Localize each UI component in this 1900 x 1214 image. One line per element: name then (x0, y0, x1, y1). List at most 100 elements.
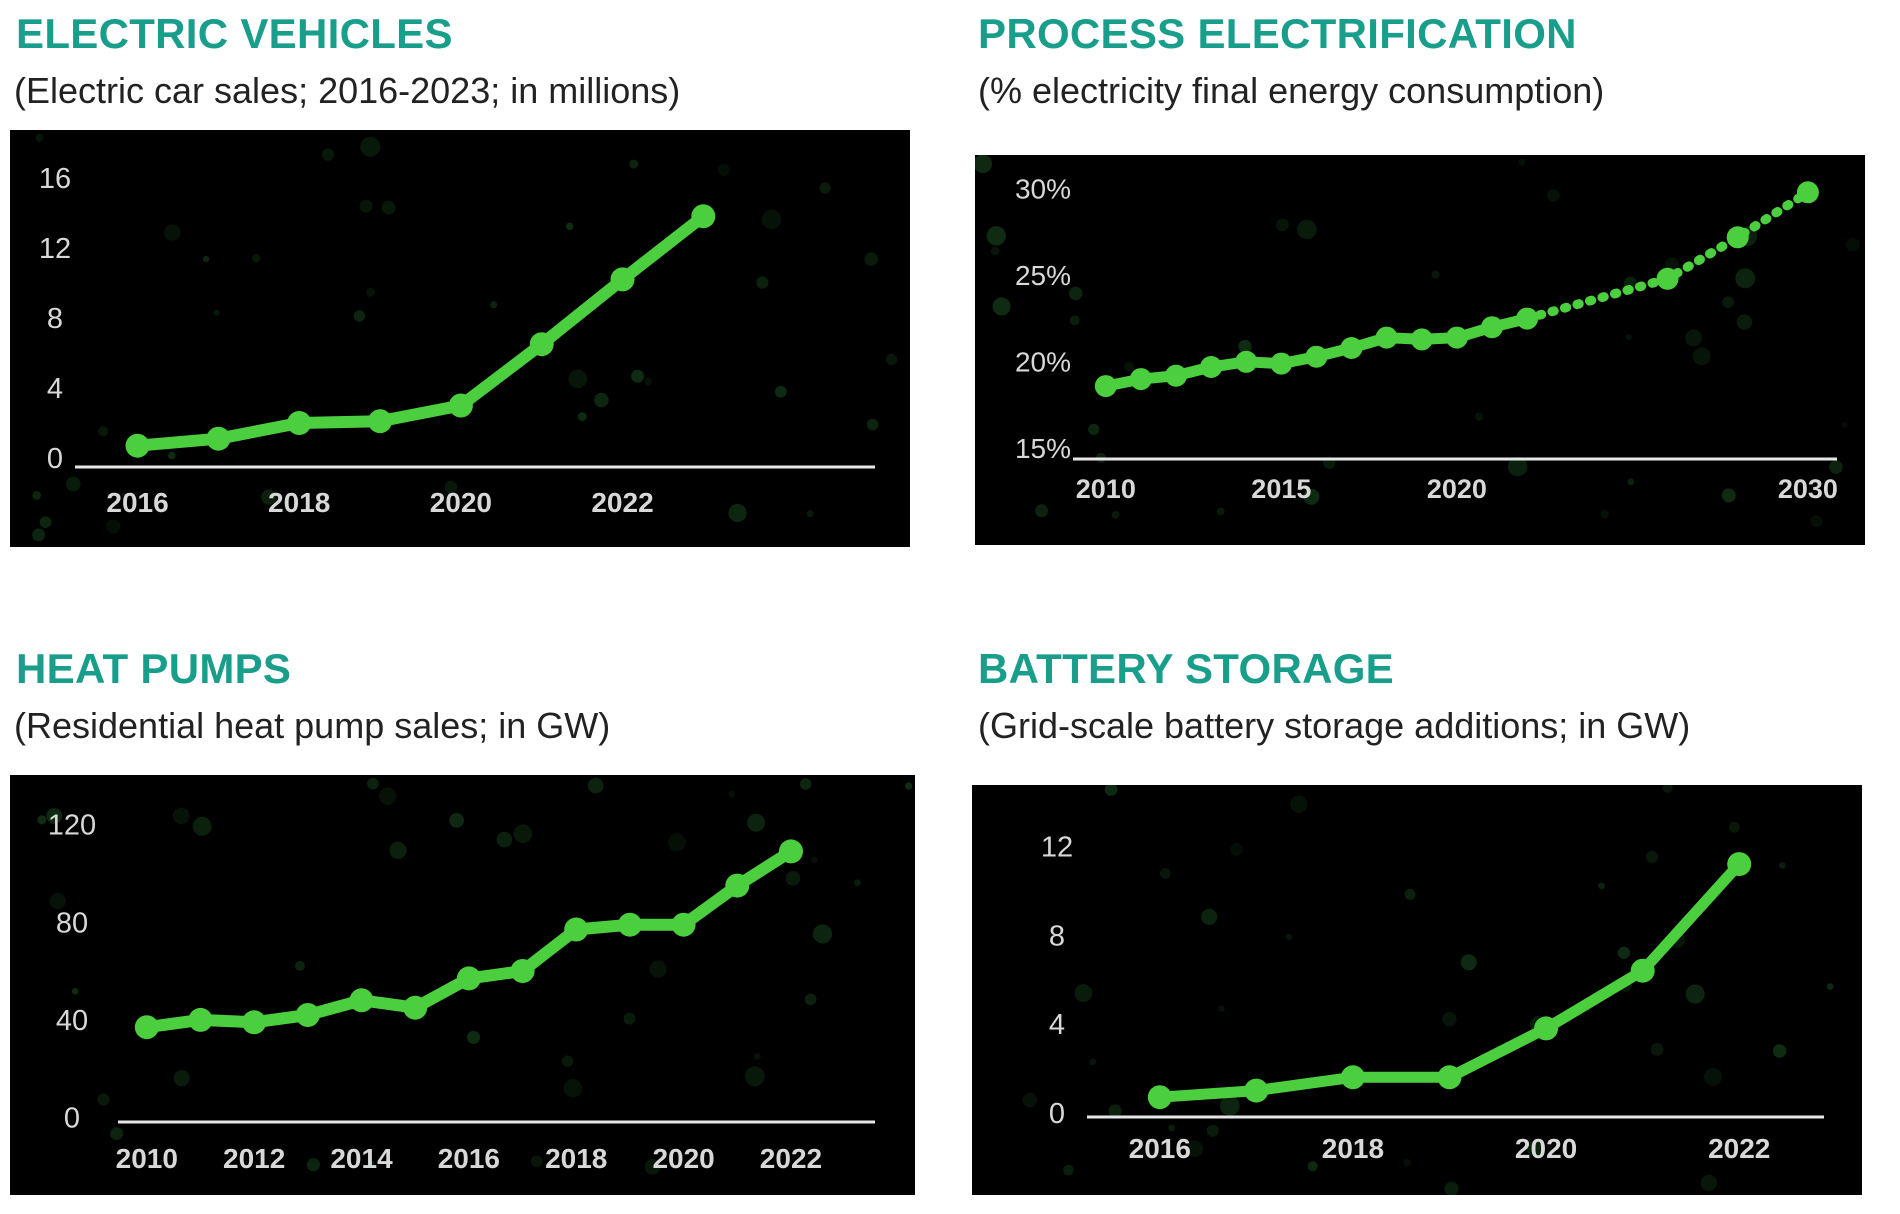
bokeh-dot (1022, 1092, 1038, 1108)
bokeh-dot (667, 833, 686, 852)
bokeh-dot (1845, 237, 1860, 252)
x-tick-label: 2015 (1251, 474, 1311, 504)
bokeh-dot (986, 226, 1006, 246)
background-bokeh (1022, 785, 1834, 1195)
data-point (1727, 852, 1752, 877)
data-point (206, 426, 231, 451)
bokeh-dot (853, 879, 861, 887)
bokeh-dot (990, 246, 1000, 256)
x-tick-label: 2022 (1708, 1133, 1770, 1164)
bokeh-dot (754, 1053, 761, 1060)
bokeh-dot (1303, 488, 1320, 505)
bokeh-dot (756, 276, 769, 289)
background-bokeh (975, 155, 1860, 527)
data-point (1534, 1016, 1559, 1041)
bokeh-dot (1404, 888, 1416, 900)
y-tick-label: 15% (1015, 433, 1071, 464)
x-tick-label: 2018 (545, 1143, 607, 1174)
bokeh-dot (72, 988, 79, 995)
projected-point (1796, 181, 1819, 204)
data-point (448, 393, 473, 418)
line-chart: 15% 20% 25% 30% 2010 2015 2020 2030 (975, 155, 1860, 527)
bokeh-dot (728, 503, 747, 523)
bokeh-dot (1829, 460, 1843, 474)
bokeh-dot (1307, 1161, 1318, 1172)
bokeh-dot (1627, 478, 1635, 486)
bokeh-dot (98, 426, 109, 437)
bokeh-dot (774, 385, 787, 398)
bokeh-dot (32, 528, 45, 542)
bokeh-dot (97, 1093, 110, 1106)
bokeh-dot (1444, 1181, 1459, 1195)
bokeh-dot (1700, 1174, 1717, 1192)
bokeh-dot (1063, 1164, 1074, 1176)
bokeh-dot (1518, 158, 1526, 166)
bokeh-dot (261, 489, 277, 505)
bokeh-dot (562, 1055, 574, 1067)
bokeh-dot (213, 309, 220, 316)
bokeh-dot (1104, 785, 1118, 796)
bokeh-dot (644, 1158, 661, 1175)
bokeh-dot (322, 148, 334, 161)
bokeh-dot (1168, 1124, 1175, 1132)
x-tick-label: 2018 (1322, 1133, 1384, 1164)
bokeh-dot (360, 136, 381, 157)
y-tick-label: 0 (1049, 1098, 1065, 1130)
chart-title: ELECTRIC VEHICLES (16, 10, 453, 57)
bokeh-dot (353, 310, 366, 322)
y-tick-label: 25% (1015, 260, 1071, 291)
bokeh-dot (1625, 334, 1632, 341)
bokeh-dot (1276, 218, 1289, 232)
bokeh-dot (366, 287, 376, 297)
bokeh-dot (46, 808, 63, 824)
bokeh-dot (1735, 268, 1756, 289)
data-point (529, 332, 554, 357)
data-point (1094, 375, 1117, 398)
bokeh-dot (747, 813, 766, 832)
bokeh-dot (173, 1070, 190, 1087)
plot-area: 0 40 80 120 2010 2012 2014 2016 2018 2020 2022 (10, 775, 915, 1195)
bokeh-dot (295, 960, 305, 971)
bokeh-dot (1206, 1124, 1219, 1137)
x-tick-label: 2022 (760, 1143, 822, 1174)
bokeh-dot (904, 782, 913, 790)
bokeh-dot (1074, 984, 1093, 1002)
chart-title: HEAT PUMPS (16, 645, 292, 692)
bokeh-dot (1297, 219, 1317, 240)
bokeh-dot (1069, 315, 1080, 326)
y-tick-label: 12 (1041, 831, 1073, 863)
bokeh-dot (1124, 361, 1134, 372)
x-tick-label: 2010 (116, 1143, 178, 1174)
data-point (295, 1003, 320, 1027)
bokeh-dot (1779, 862, 1786, 869)
bokeh-dot (1646, 850, 1659, 863)
bokeh-dot (1089, 1058, 1097, 1066)
x-tick-label: 2016 (1129, 1133, 1191, 1164)
x-tick-label: 2016 (438, 1143, 500, 1174)
data-point (1340, 337, 1363, 359)
bokeh-dot (1692, 347, 1711, 366)
data-point (125, 433, 150, 458)
bokeh-dot (866, 418, 879, 431)
y-tick-label: 30% (1015, 174, 1071, 205)
data-point (1375, 326, 1398, 349)
bokeh-dot (1403, 1159, 1412, 1167)
data-point (242, 1010, 267, 1035)
bokeh-dot (1219, 1095, 1240, 1116)
data-point (188, 1007, 213, 1032)
bokeh-dot (1088, 423, 1100, 435)
bokeh-dot (1069, 286, 1083, 301)
data-point (779, 839, 803, 864)
data-point (691, 204, 716, 229)
bokeh-dot (168, 451, 176, 460)
y-tick-label: 16 (39, 163, 71, 195)
data-point (1200, 356, 1223, 378)
bokeh-dot (1230, 843, 1243, 856)
bokeh-dot (864, 252, 879, 266)
bokeh-dot (490, 301, 498, 309)
y-tick-label: 0 (47, 443, 63, 475)
bokeh-dot (1290, 795, 1308, 813)
bokeh-dot (577, 412, 587, 422)
data-point (1235, 350, 1258, 373)
data-point (349, 988, 374, 1013)
